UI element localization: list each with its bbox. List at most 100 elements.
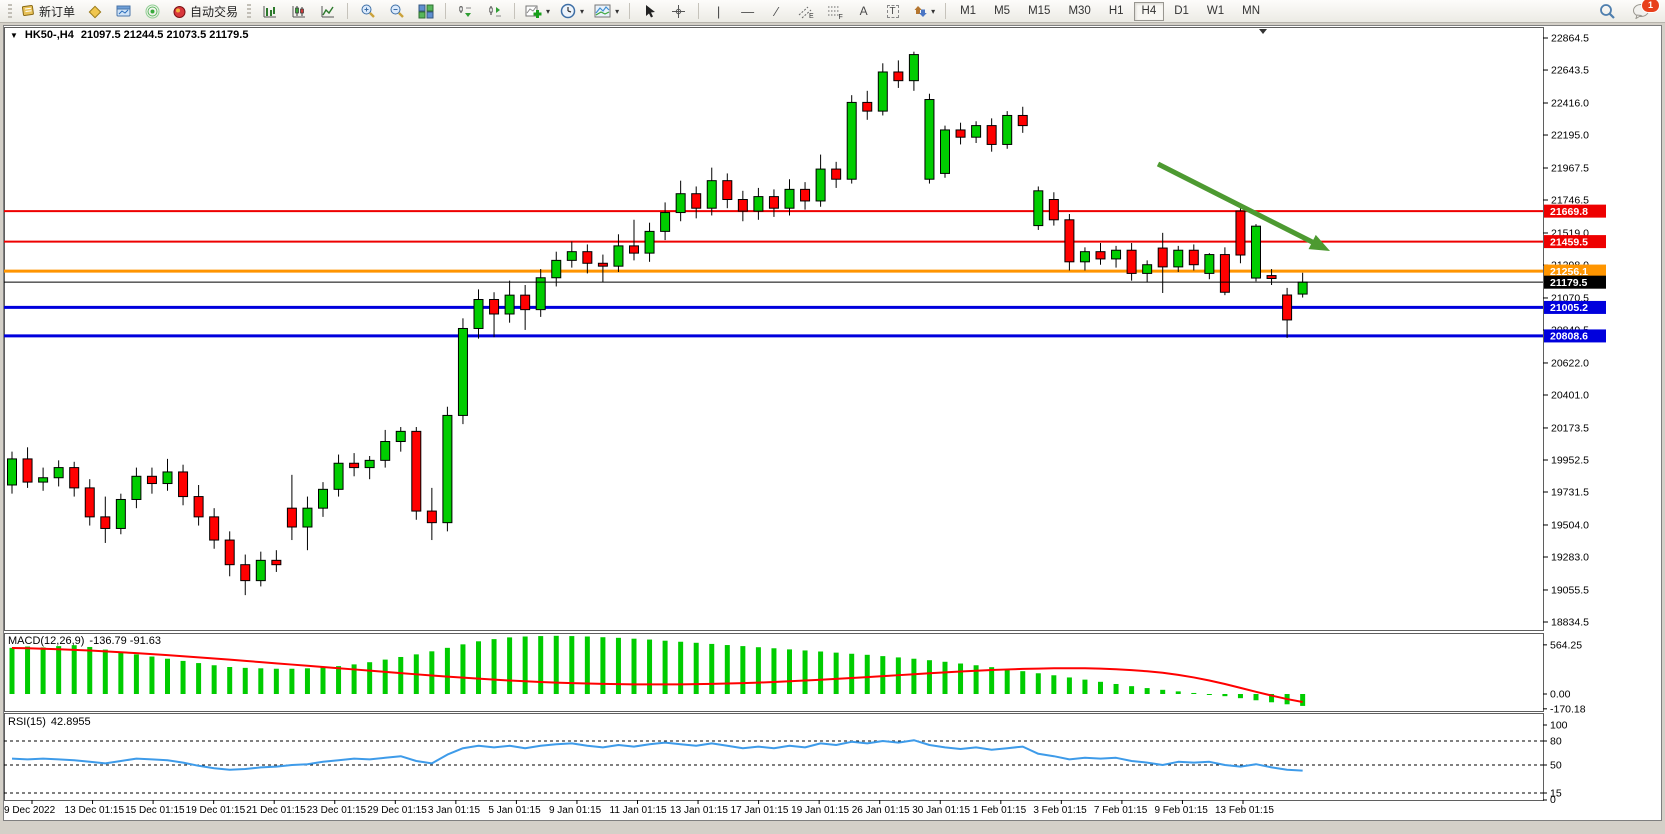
- periods-button[interactable]: ▾: [556, 1, 588, 22]
- line-chart-button[interactable]: [314, 1, 341, 22]
- svg-text:21256.1: 21256.1: [1550, 266, 1588, 278]
- chart-title: ▼ HK50-,H4 21097.5 21244.5 21073.5 21179…: [10, 29, 248, 41]
- auto-scroll-button[interactable]: [452, 1, 479, 22]
- signals-button[interactable]: [139, 1, 166, 22]
- new-chart-button[interactable]: [110, 1, 137, 22]
- timeframe-m5-button[interactable]: M5: [994, 5, 1011, 17]
- price-axis-tick: 20622.0: [1551, 357, 1589, 369]
- cursor-tool-button[interactable]: [636, 1, 663, 22]
- date-axis-label: 30 Jan 01:15: [912, 805, 970, 816]
- chart-shift-button[interactable]: [481, 1, 508, 22]
- price-axis-tick: 19055.5: [1551, 584, 1589, 596]
- vertical-line-tool-button[interactable]: |: [705, 1, 732, 22]
- text-label-icon: T: [886, 4, 899, 18]
- macd-values: -136.79 -91.63: [89, 635, 161, 647]
- price-axis-tick: 19504.0: [1551, 519, 1589, 531]
- trend-arrow[interactable]: [1156, 161, 1330, 251]
- trendline-tool-button[interactable]: ∕: [763, 1, 790, 22]
- vertical-line-icon: |: [716, 3, 721, 19]
- auto-trade-button[interactable]: 自动交易: [168, 1, 242, 22]
- zoom-in-button[interactable]: [354, 1, 381, 22]
- timeframe-m1-button[interactable]: M1: [960, 5, 977, 17]
- horizontal-line-tool-button[interactable]: —: [734, 1, 761, 22]
- date-axis-label: 17 Jan 01:15: [731, 805, 789, 816]
- auto-scroll-icon: [458, 4, 474, 19]
- arrow-objects-icon: [912, 4, 927, 18]
- chevron-down-icon: ▾: [615, 6, 620, 16]
- timeframe-mn-button[interactable]: MN: [1242, 5, 1261, 17]
- date-axis-label: 9 Jan 01:15: [549, 805, 602, 816]
- macd-label: MACD(12,26,9) -136.79 -91.63: [8, 635, 161, 647]
- new-order-button[interactable]: 新订单: [17, 1, 79, 22]
- crosshair-tool-button[interactable]: [665, 1, 692, 22]
- date-axis-label: 13 Feb 01:15: [1215, 805, 1274, 816]
- template-icon: [594, 4, 611, 18]
- signals-icon: [145, 4, 160, 19]
- macd-axis-tick: -170.18: [1550, 703, 1586, 715]
- price-axis-tick: 22864.5: [1551, 33, 1589, 45]
- timeframe-h1-button[interactable]: H1: [1108, 5, 1124, 17]
- timeframe-m30-button[interactable]: M30: [1068, 5, 1091, 17]
- timeframe-w1-button[interactable]: W1: [1206, 5, 1225, 17]
- date-axis-label: 13 Jan 01:15: [670, 805, 728, 816]
- candlestick-chart-button[interactable]: [285, 1, 312, 22]
- date-axis-label: 9 Feb 01:15: [1154, 805, 1208, 816]
- candles-group: [7, 51, 1308, 596]
- text-tool-button[interactable]: A: [850, 1, 877, 22]
- price-line-badge: 21005.2: [1544, 300, 1606, 314]
- chart-shift-icon: [487, 4, 503, 19]
- indicators-button[interactable]: ▾: [521, 1, 554, 22]
- toolbar-grip[interactable]: [8, 3, 12, 19]
- rsi-pane: [4, 713, 1544, 801]
- macd-axis-tick: 564.25: [1550, 639, 1582, 651]
- arrows-tool-button[interactable]: ▾: [908, 1, 939, 22]
- charts-button[interactable]: [81, 1, 108, 22]
- date-axis-label: 3 Jan 01:15: [428, 805, 481, 816]
- macd-name: MACD(12,26,9): [8, 635, 85, 647]
- price-line-badge: 21179.5: [1544, 275, 1606, 289]
- date-axis-label: 26 Jan 01:15: [852, 805, 910, 816]
- horizontal-line-icon: —: [741, 3, 755, 19]
- timeframe-d1-button[interactable]: D1: [1174, 5, 1189, 17]
- timeframe-m15-button[interactable]: M15: [1028, 5, 1051, 17]
- cursor-icon: [643, 4, 657, 19]
- svg-text:21459.5: 21459.5: [1550, 236, 1588, 248]
- price-line-badge: 21459.5: [1544, 235, 1606, 248]
- trendline-icon: ∕: [775, 3, 778, 19]
- fibonacci-tool-button[interactable]: F: [821, 1, 848, 22]
- bar-chart-button[interactable]: [256, 1, 283, 22]
- timeframe-h4-button[interactable]: H4: [1133, 1, 1165, 21]
- date-axis-label: 1 Feb 01:15: [973, 805, 1027, 816]
- date-axis-label: 5 Jan 01:15: [488, 805, 541, 816]
- text-label-tool-button[interactable]: T: [879, 1, 906, 22]
- price-axis-tick: 18834.5: [1551, 617, 1589, 629]
- tile-windows-button[interactable]: [412, 1, 439, 22]
- rsi-axis-tick: 15: [1550, 788, 1562, 800]
- zoom-out-button[interactable]: [383, 1, 410, 22]
- crosshair-icon: [671, 4, 686, 19]
- templates-button[interactable]: ▾: [590, 1, 623, 22]
- tile-windows-icon: [418, 4, 434, 19]
- price-line-badge: 21256.1: [1544, 264, 1606, 278]
- chevron-down-icon: ▾: [580, 6, 585, 16]
- channel-tool-button[interactable]: E: [792, 1, 819, 22]
- date-axis[interactable]: 9 Dec 2022 13 Dec 01:15 15 Dec 01:15 19 Dec…: [4, 800, 1274, 816]
- candlestick-chart-icon: [291, 4, 307, 19]
- rsi-line: [11, 739, 1303, 772]
- notifications-button[interactable]: 1: [1627, 0, 1660, 22]
- equidistant-channel-icon: E: [797, 4, 814, 19]
- date-axis-label: 15 Dec 01:15: [125, 805, 185, 816]
- toolbar: 新订单 自动交易: [0, 0, 1665, 23]
- svg-text:20808.6: 20808.6: [1550, 331, 1588, 343]
- chart-ohlc-values: 21097.5 21244.5 21073.5 21179.5: [80, 29, 249, 41]
- toolbar-grip[interactable]: [247, 3, 252, 19]
- price-axis-tick: 19283.0: [1551, 552, 1589, 564]
- chevron-down-icon: ▾: [931, 6, 936, 16]
- window-bottom-frame: [0, 821, 1665, 834]
- search-button[interactable]: [1594, 1, 1621, 22]
- chevron-down-icon: ▾: [546, 6, 551, 16]
- chevron-down-icon[interactable]: ▼: [10, 30, 18, 40]
- notification-badge: 1: [1641, 0, 1660, 13]
- price-axis-tick: 21967.5: [1551, 162, 1589, 174]
